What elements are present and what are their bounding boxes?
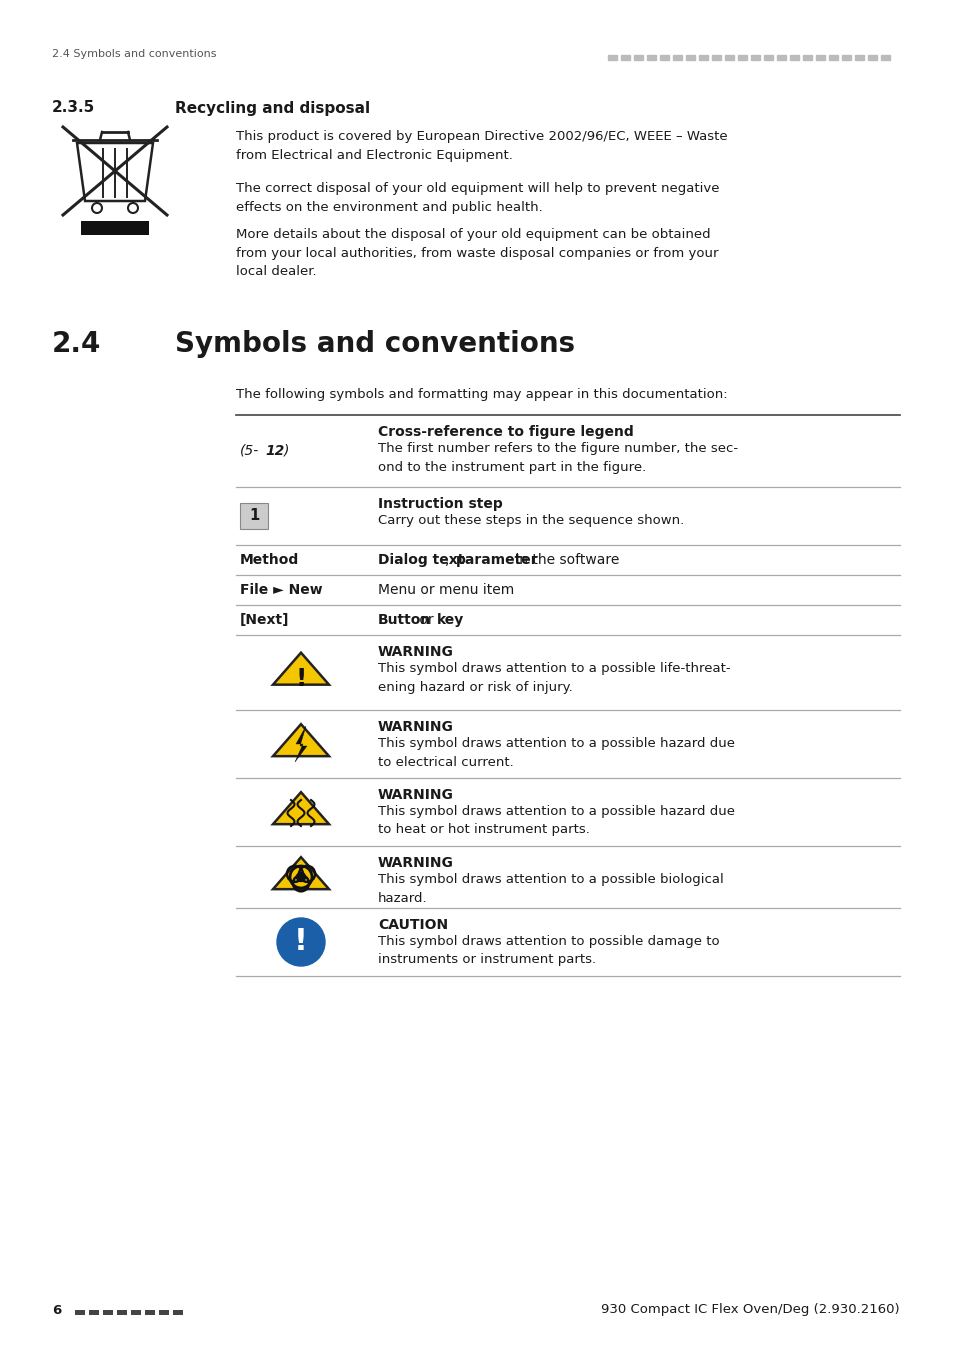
- Bar: [738, 55, 746, 59]
- Text: (5-: (5-: [240, 444, 259, 458]
- Text: Button: Button: [377, 613, 431, 626]
- Bar: [711, 55, 720, 59]
- Text: This symbol draws attention to a possible biological
hazard.: This symbol draws attention to a possibl…: [377, 873, 723, 905]
- Text: Menu or menu item: Menu or menu item: [377, 583, 514, 597]
- Text: 2.4: 2.4: [52, 329, 101, 358]
- Bar: [867, 55, 876, 59]
- Text: ): ): [284, 444, 289, 458]
- Bar: [117, 1310, 127, 1315]
- Text: WARNING: WARNING: [377, 856, 454, 869]
- Text: Instruction step: Instruction step: [377, 497, 502, 512]
- Text: 6: 6: [52, 1304, 61, 1316]
- Text: ,: ,: [445, 554, 454, 567]
- Circle shape: [296, 872, 305, 882]
- Text: Recycling and disposal: Recycling and disposal: [174, 100, 370, 116]
- Bar: [145, 1310, 154, 1315]
- Text: WARNING: WARNING: [377, 645, 454, 659]
- Text: 1: 1: [249, 509, 259, 524]
- Bar: [841, 55, 850, 59]
- Text: 2.3.5: 2.3.5: [52, 100, 95, 116]
- Text: or: or: [415, 613, 437, 626]
- Bar: [646, 55, 656, 59]
- Bar: [659, 55, 668, 59]
- Bar: [131, 1310, 141, 1315]
- Bar: [685, 55, 695, 59]
- Text: This symbol draws attention to possible damage to
instruments or instrument part: This symbol draws attention to possible …: [377, 936, 719, 967]
- Text: Carry out these steps in the sequence shown.: Carry out these steps in the sequence sh…: [377, 514, 683, 526]
- Text: File ► New: File ► New: [240, 583, 322, 597]
- Bar: [103, 1310, 112, 1315]
- Bar: [854, 55, 863, 59]
- Text: 930 Compact IC Flex Oven/Deg (2.930.2160): 930 Compact IC Flex Oven/Deg (2.930.2160…: [600, 1304, 899, 1316]
- Text: CAUTION: CAUTION: [377, 918, 448, 932]
- Text: !: !: [295, 667, 306, 690]
- Bar: [672, 55, 681, 59]
- Bar: [607, 55, 617, 59]
- Bar: [789, 55, 799, 59]
- Text: 2.4 Symbols and conventions: 2.4 Symbols and conventions: [52, 49, 216, 59]
- Polygon shape: [273, 857, 329, 890]
- Text: More details about the disposal of your old equipment can be obtained
from your : More details about the disposal of your …: [235, 228, 718, 278]
- Bar: [159, 1310, 169, 1315]
- Text: The following symbols and formatting may appear in this documentation:: The following symbols and formatting may…: [235, 387, 727, 401]
- Bar: [815, 55, 824, 59]
- Text: This symbol draws attention to a possible hazard due
to electrical current.: This symbol draws attention to a possibl…: [377, 737, 734, 768]
- Bar: [880, 55, 889, 59]
- Bar: [89, 1310, 99, 1315]
- Bar: [81, 221, 149, 235]
- Bar: [75, 1310, 85, 1315]
- Text: key: key: [436, 613, 463, 626]
- Bar: [802, 55, 811, 59]
- Text: This symbol draws attention to a possible life-threat-
ening hazard or risk of i: This symbol draws attention to a possibl…: [377, 662, 730, 694]
- Text: This symbol draws attention to a possible hazard due
to heat or hot instrument p: This symbol draws attention to a possibl…: [377, 805, 734, 837]
- Text: [Next]: [Next]: [240, 613, 289, 626]
- Bar: [724, 55, 733, 59]
- Bar: [763, 55, 772, 59]
- Text: in the software: in the software: [511, 554, 618, 567]
- Bar: [828, 55, 837, 59]
- Bar: [699, 55, 707, 59]
- Text: Dialog text: Dialog text: [377, 554, 464, 567]
- Circle shape: [276, 918, 325, 967]
- Text: Cross-reference to figure legend: Cross-reference to figure legend: [377, 425, 633, 439]
- Polygon shape: [273, 652, 329, 684]
- Text: WARNING: WARNING: [377, 788, 454, 802]
- Text: The first number refers to the figure number, the sec-
ond to the instrument par: The first number refers to the figure nu…: [377, 441, 738, 474]
- Text: WARNING: WARNING: [377, 720, 454, 734]
- Bar: [776, 55, 785, 59]
- Text: parameter: parameter: [456, 554, 538, 567]
- Text: The correct disposal of your old equipment will help to prevent negative
effects: The correct disposal of your old equipme…: [235, 182, 719, 213]
- Bar: [634, 55, 642, 59]
- Text: This product is covered by European Directive 2002/96/EC, WEEE – Waste
from Elec: This product is covered by European Dire…: [235, 130, 727, 162]
- Polygon shape: [294, 726, 307, 761]
- FancyBboxPatch shape: [240, 504, 268, 529]
- Polygon shape: [273, 724, 329, 756]
- Text: 12: 12: [265, 444, 284, 458]
- Text: !: !: [294, 927, 308, 957]
- Bar: [172, 1310, 183, 1315]
- Bar: [620, 55, 629, 59]
- Text: Method: Method: [240, 554, 299, 567]
- Bar: [750, 55, 760, 59]
- Text: Symbols and conventions: Symbols and conventions: [174, 329, 575, 358]
- Polygon shape: [273, 792, 329, 824]
